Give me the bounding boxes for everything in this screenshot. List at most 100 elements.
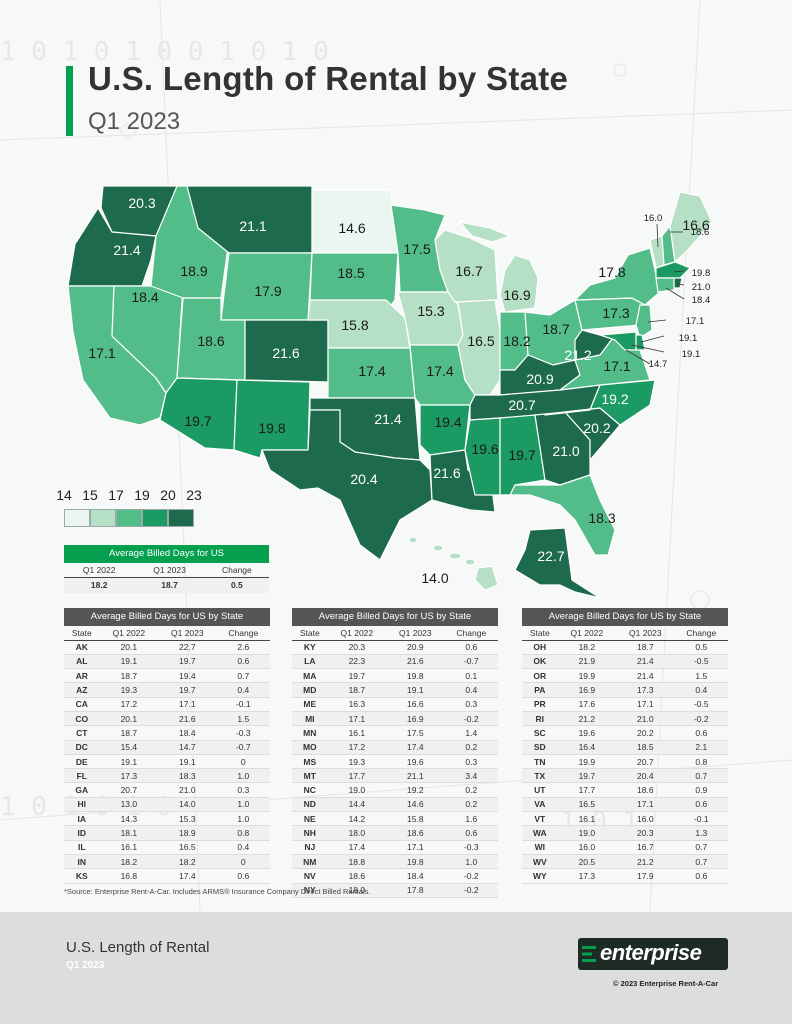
col-header: Q1 2023 bbox=[616, 626, 675, 641]
value-cell: 0.2 bbox=[444, 797, 498, 813]
value-cell: 16.5 bbox=[557, 797, 617, 813]
value-cell: 19.3 bbox=[99, 682, 159, 698]
value-cell: 20.7 bbox=[616, 754, 675, 770]
us-value: 18.7 bbox=[134, 577, 205, 593]
value-cell: 19.1 bbox=[158, 754, 217, 770]
value-cell: 19.2 bbox=[386, 782, 445, 798]
map-label-OK: 21.4 bbox=[374, 411, 401, 427]
value-cell: 17.6 bbox=[557, 697, 617, 712]
map-label-MA: 19.8 bbox=[692, 268, 711, 279]
table-row: ME 16.3 16.6 0.3 bbox=[292, 697, 498, 712]
map-label-CO: 21.6 bbox=[272, 345, 299, 361]
state-MA bbox=[655, 261, 691, 279]
table-row: AK 20.1 22.7 2.6 bbox=[64, 640, 270, 655]
state-code-cell: DC bbox=[64, 740, 100, 755]
map-label-WA: 20.3 bbox=[128, 195, 155, 211]
value-cell: 17.7 bbox=[327, 768, 387, 784]
value-cell: 18.5 bbox=[616, 740, 675, 755]
value-cell: -0.2 bbox=[674, 711, 728, 727]
state-code-cell: NC bbox=[292, 782, 328, 798]
value-cell: 0.6 bbox=[674, 797, 728, 813]
value-cell: 0.6 bbox=[444, 640, 498, 655]
map-label-TN: 20.7 bbox=[508, 397, 535, 413]
map-label-MI: 16.9 bbox=[503, 287, 530, 303]
state-code-cell: MT bbox=[292, 768, 328, 784]
value-cell: 1.5 bbox=[216, 711, 270, 727]
map-label-AL: 19.7 bbox=[508, 447, 535, 463]
table-row: CO 20.1 21.6 1.5 bbox=[64, 711, 270, 727]
value-cell: 1.3 bbox=[674, 825, 728, 841]
value-cell: 0.3 bbox=[216, 782, 270, 798]
value-cell: 0.7 bbox=[674, 840, 728, 855]
page-title: U.S. Length of Rental by State bbox=[88, 60, 569, 97]
state-code-cell: MN bbox=[292, 725, 328, 741]
map-label-MT: 21.1 bbox=[239, 218, 266, 234]
state-AR bbox=[419, 404, 471, 456]
value-cell: 21.4 bbox=[616, 654, 675, 670]
value-cell: 21.6 bbox=[158, 711, 217, 727]
value-cell: 2.6 bbox=[216, 640, 270, 655]
table-row: AL 19.1 19.7 0.6 bbox=[64, 654, 270, 670]
value-cell: 14.2 bbox=[327, 811, 387, 827]
us-value: 18.2 bbox=[64, 577, 135, 593]
state-code-cell: GA bbox=[64, 782, 100, 798]
us-col-header: Q1 2022 bbox=[64, 563, 135, 578]
table-row: GA 20.7 21.0 0.3 bbox=[64, 782, 270, 798]
value-cell: 21.0 bbox=[158, 782, 217, 798]
state-code-cell: CA bbox=[64, 697, 100, 712]
value-cell: 0.5 bbox=[674, 640, 728, 655]
value-cell: 18.7 bbox=[99, 668, 159, 684]
value-cell: 19.1 bbox=[99, 654, 159, 670]
value-cell: 19.6 bbox=[557, 725, 617, 741]
value-cell: 18.9 bbox=[158, 825, 217, 841]
state-code-cell: MS bbox=[292, 754, 328, 770]
value-cell: 0.4 bbox=[216, 682, 270, 698]
state-code-cell: KY bbox=[292, 640, 328, 655]
state-code-cell: MD bbox=[292, 682, 328, 698]
value-cell: 0.6 bbox=[674, 868, 728, 884]
state-code-cell: NV bbox=[292, 868, 328, 884]
table-row: PR 17.6 17.1 -0.5 bbox=[522, 697, 728, 712]
value-cell: 0 bbox=[216, 854, 270, 870]
table-row: UT 17.7 18.6 0.9 bbox=[522, 782, 728, 798]
table-row: PA 16.9 17.3 0.4 bbox=[522, 682, 728, 698]
col-header: Change bbox=[444, 626, 498, 641]
table-row: RI 21.2 21.0 -0.2 bbox=[522, 711, 728, 727]
state-table-title: Average Billed Days for US by State bbox=[64, 608, 270, 626]
value-cell: 16.1 bbox=[327, 725, 387, 741]
table-row: WV 20.5 21.2 0.7 bbox=[522, 854, 728, 870]
state-MI bbox=[499, 254, 539, 313]
value-cell: 0.6 bbox=[216, 654, 270, 670]
map-label-AK: 22.7 bbox=[537, 548, 564, 564]
value-cell: 22.7 bbox=[158, 640, 217, 655]
state-code-cell: WV bbox=[522, 854, 558, 870]
state-MD bbox=[599, 331, 637, 351]
value-cell: 19.9 bbox=[557, 754, 617, 770]
state-FL bbox=[509, 474, 616, 556]
map-label-IA: 15.3 bbox=[417, 303, 444, 319]
map-label-WV: 21.2 bbox=[564, 347, 591, 363]
state-code-cell: OK bbox=[522, 654, 558, 670]
table-row: MA 19.7 19.8 0.1 bbox=[292, 668, 498, 684]
table-row: CT 18.7 18.4 -0.3 bbox=[64, 725, 270, 741]
table-row: NE 14.2 15.8 1.6 bbox=[292, 811, 498, 827]
value-cell: 17.1 bbox=[616, 797, 675, 813]
value-cell: 18.2 bbox=[99, 854, 159, 870]
table-row: SC 19.6 20.2 0.6 bbox=[522, 725, 728, 741]
value-cell: 19.1 bbox=[99, 754, 159, 770]
state-code-cell: RI bbox=[522, 711, 558, 727]
value-cell: 17.5 bbox=[386, 725, 445, 741]
map-label-GA: 21.0 bbox=[552, 443, 579, 459]
table-row: VA 16.5 17.1 0.6 bbox=[522, 797, 728, 813]
value-cell: 17.2 bbox=[99, 697, 159, 712]
map-label-NM: 19.8 bbox=[258, 420, 285, 436]
state-code-cell: HI bbox=[64, 797, 100, 813]
map-label-NE: 15.8 bbox=[341, 317, 368, 333]
value-cell: 20.5 bbox=[557, 854, 617, 870]
value-cell: 20.1 bbox=[99, 640, 159, 655]
state-code-cell: WA bbox=[522, 825, 558, 841]
value-cell: 22.3 bbox=[327, 654, 387, 670]
value-cell: 19.7 bbox=[557, 768, 617, 784]
value-cell: 19.0 bbox=[327, 782, 387, 798]
table-row: ID 18.1 18.9 0.8 bbox=[64, 825, 270, 841]
